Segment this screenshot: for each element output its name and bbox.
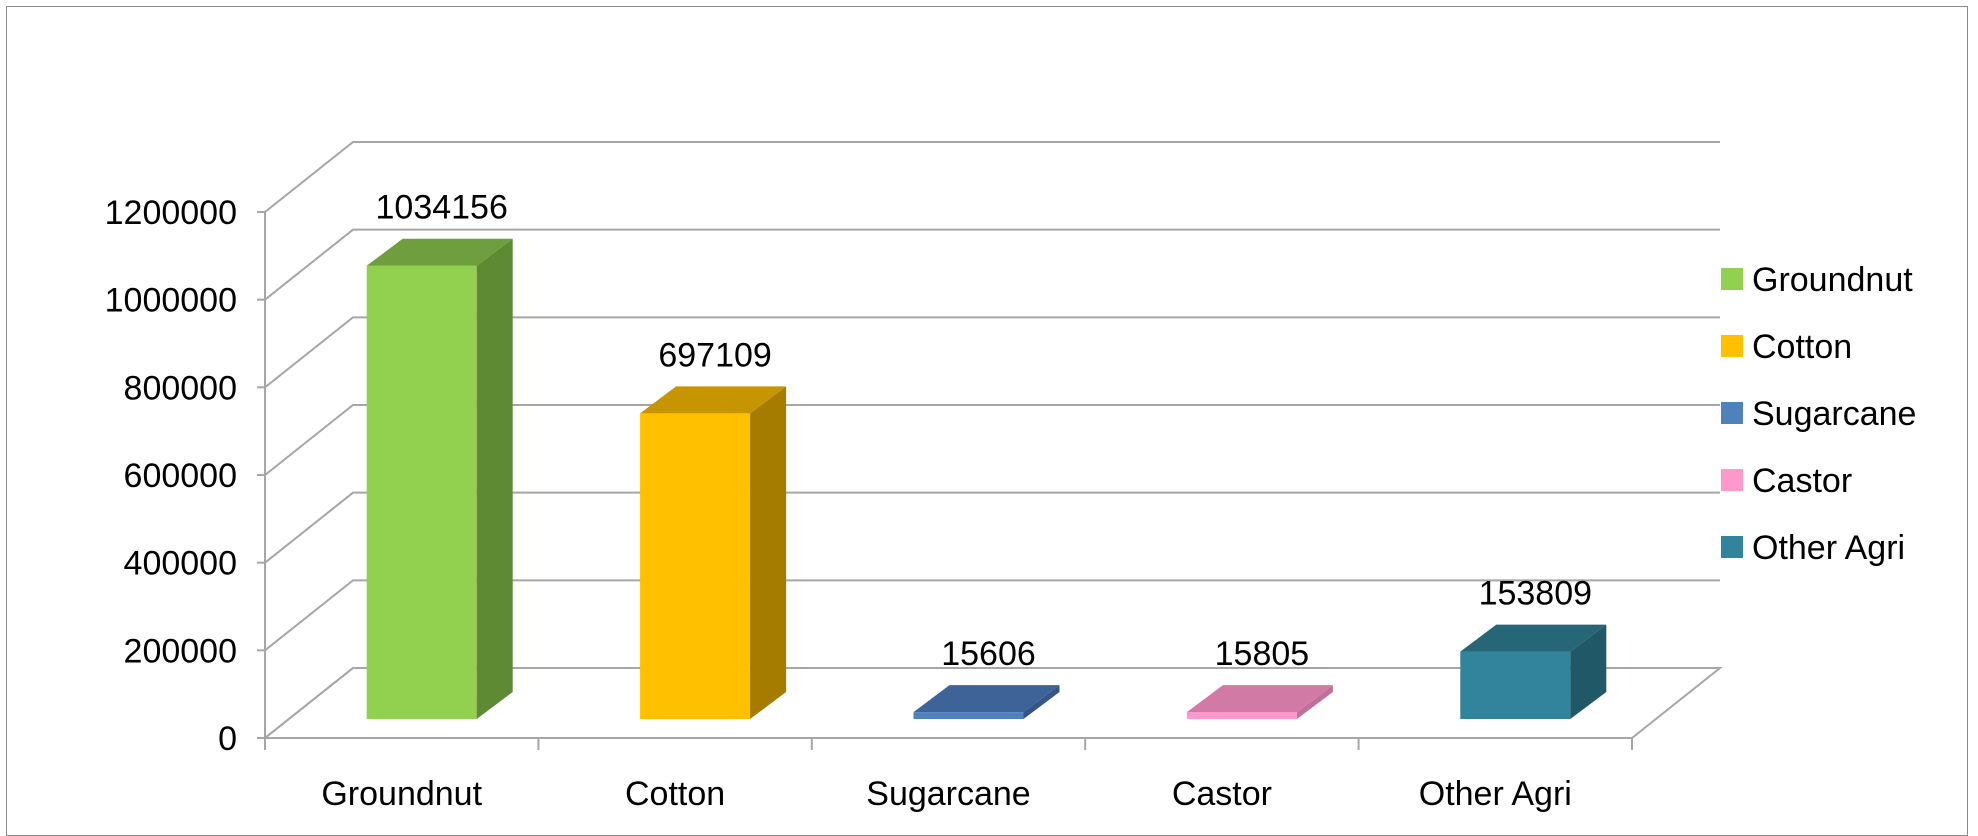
- bar-side: [750, 386, 787, 719]
- bar-front: [640, 413, 751, 719]
- bar-side: [1023, 685, 1060, 719]
- x-tick-label: Groundnut: [321, 775, 482, 813]
- data-labels: 1034156 697109 15606 15805 153809: [376, 189, 1593, 673]
- data-label: 697109: [658, 336, 771, 374]
- gridline: [264, 491, 1720, 564]
- y-tick-label: 0: [218, 720, 237, 758]
- y-tick-label: 1000000: [105, 282, 237, 320]
- legend-swatch: [1721, 268, 1743, 290]
- y-tick-label: 800000: [124, 369, 237, 407]
- legend-label: Cotton: [1752, 328, 1852, 366]
- data-label: 15606: [941, 635, 1036, 673]
- legend-swatch: [1721, 402, 1743, 424]
- bar-side: [476, 238, 513, 719]
- bar-top: [1460, 624, 1607, 652]
- x-tick-label: Other Agri: [1419, 775, 1572, 813]
- bar-front: [1186, 712, 1297, 719]
- legend-label: Castor: [1752, 462, 1852, 500]
- y-tick-label: 200000: [124, 632, 237, 670]
- x-tick-label: Cotton: [625, 775, 725, 813]
- bar-top: [366, 238, 513, 266]
- legend-label: Groundnut: [1752, 261, 1913, 299]
- bar: [640, 386, 787, 719]
- bar-top: [913, 685, 1060, 713]
- bar: [1186, 685, 1333, 719]
- legend: Groundnut Cotton Sugarcane Castor Other Agri: [1721, 261, 1916, 567]
- legend-label: Other Agri: [1752, 529, 1905, 567]
- legend-swatch: [1721, 335, 1743, 357]
- y-tick-label: 1200000: [105, 194, 237, 232]
- data-label: 1034156: [376, 189, 508, 227]
- bars: [366, 238, 1607, 719]
- bar: [913, 685, 1060, 719]
- data-label: 153809: [1479, 575, 1592, 613]
- bar-front: [1460, 651, 1571, 719]
- legend-swatch: [1721, 536, 1743, 558]
- y-axis: 0 200000 400000 600000 800000 1000000 1200000: [105, 194, 265, 758]
- bar-top: [1186, 685, 1333, 713]
- bar-front: [913, 712, 1024, 719]
- gridlines: [264, 141, 1720, 739]
- gridline: [264, 316, 1720, 389]
- y-tick-label: 600000: [124, 457, 237, 495]
- legend-swatch: [1721, 469, 1743, 491]
- x-tick-label: Sugarcane: [866, 775, 1030, 813]
- gridline: [264, 228, 1720, 301]
- bar-side: [1296, 685, 1333, 719]
- legend-label: Sugarcane: [1752, 395, 1916, 433]
- gridline: [264, 141, 1720, 213]
- gridline: [264, 579, 1720, 652]
- y-tick-label: 400000: [124, 545, 237, 583]
- bar-top: [640, 386, 787, 414]
- data-label: 15805: [1215, 635, 1310, 673]
- x-tick-label: Castor: [1172, 775, 1272, 813]
- gridline: [264, 667, 1720, 739]
- bar-side: [1570, 624, 1607, 719]
- bar-front: [366, 265, 477, 719]
- gridline: [264, 404, 1720, 476]
- bar: [1460, 624, 1607, 719]
- x-axis: Groundnut Cotton Sugarcane Castor Other Agri: [264, 738, 1633, 813]
- bar: [366, 238, 513, 719]
